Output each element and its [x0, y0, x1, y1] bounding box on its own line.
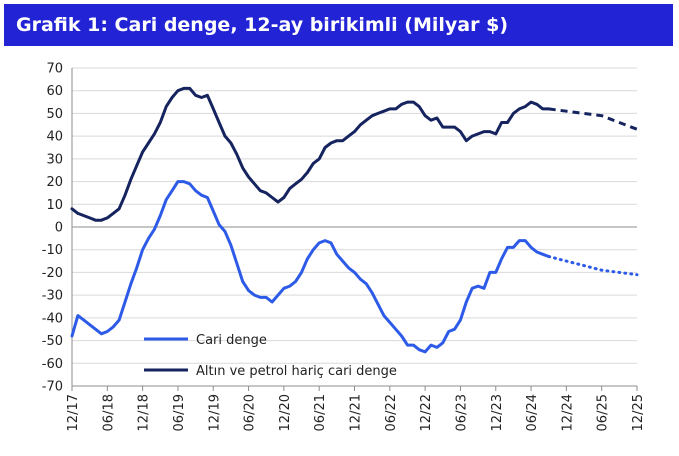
y-tick-label: -10	[42, 243, 63, 258]
x-tick-label: 06/21	[313, 394, 328, 431]
y-tick-label: 60	[46, 84, 63, 99]
y-tick-label: -50	[42, 334, 63, 349]
y-tick-label: 20	[46, 175, 63, 190]
y-tick-label: -70	[42, 380, 63, 395]
x-tick-label: 06/22	[384, 394, 399, 431]
x-tick-label: 12/18	[137, 394, 152, 431]
y-tick-label: 0	[55, 221, 63, 236]
legend: Cari denge Altın ve petrol hariç cari de…	[144, 333, 397, 379]
axes: 706050403020100-10-20-30-40-50-60-7012/1…	[42, 62, 646, 432]
y-tick-label: -30	[42, 289, 63, 304]
series-line	[70, 86, 551, 222]
y-tick-label: 50	[46, 107, 63, 122]
y-tick-label: 30	[46, 152, 63, 167]
x-tick-label: 06/19	[172, 394, 187, 431]
series-line	[548, 107, 638, 131]
y-tick-label: -20	[42, 266, 63, 281]
y-tick-label: 70	[46, 62, 63, 77]
x-tick-label: 12/21	[349, 394, 364, 431]
x-tick-label: 06/25	[596, 394, 611, 431]
x-tick-label: 12/17	[66, 394, 81, 431]
x-tick-label: 12/24	[560, 394, 575, 431]
x-tick-label: 06/18	[101, 394, 116, 431]
y-tick-label: -40	[42, 311, 63, 326]
x-tick-label: 12/22	[419, 394, 434, 431]
x-tick-label: 12/19	[207, 394, 222, 431]
legend-label-altin-petrol-haric: Altın ve petrol hariç cari denge	[196, 364, 397, 379]
y-tick-label: 10	[46, 198, 63, 213]
x-tick-label: 12/20	[278, 394, 293, 431]
chart-title: Grafik 1: Cari denge, 12-ay birikimli (M…	[4, 4, 673, 46]
y-tick-label: -60	[42, 357, 63, 372]
series-lines	[70, 86, 639, 354]
x-tick-label: 12/25	[631, 394, 646, 431]
x-tick-label: 06/23	[454, 394, 469, 431]
y-tick-label: 40	[46, 130, 63, 145]
x-tick-label: 12/23	[490, 394, 505, 431]
series-line	[70, 180, 551, 354]
legend-label-cari-denge: Cari denge	[196, 333, 267, 348]
x-tick-label: 06/24	[525, 394, 540, 431]
x-tick-label: 06/20	[243, 394, 258, 431]
gridlines	[72, 67, 637, 387]
